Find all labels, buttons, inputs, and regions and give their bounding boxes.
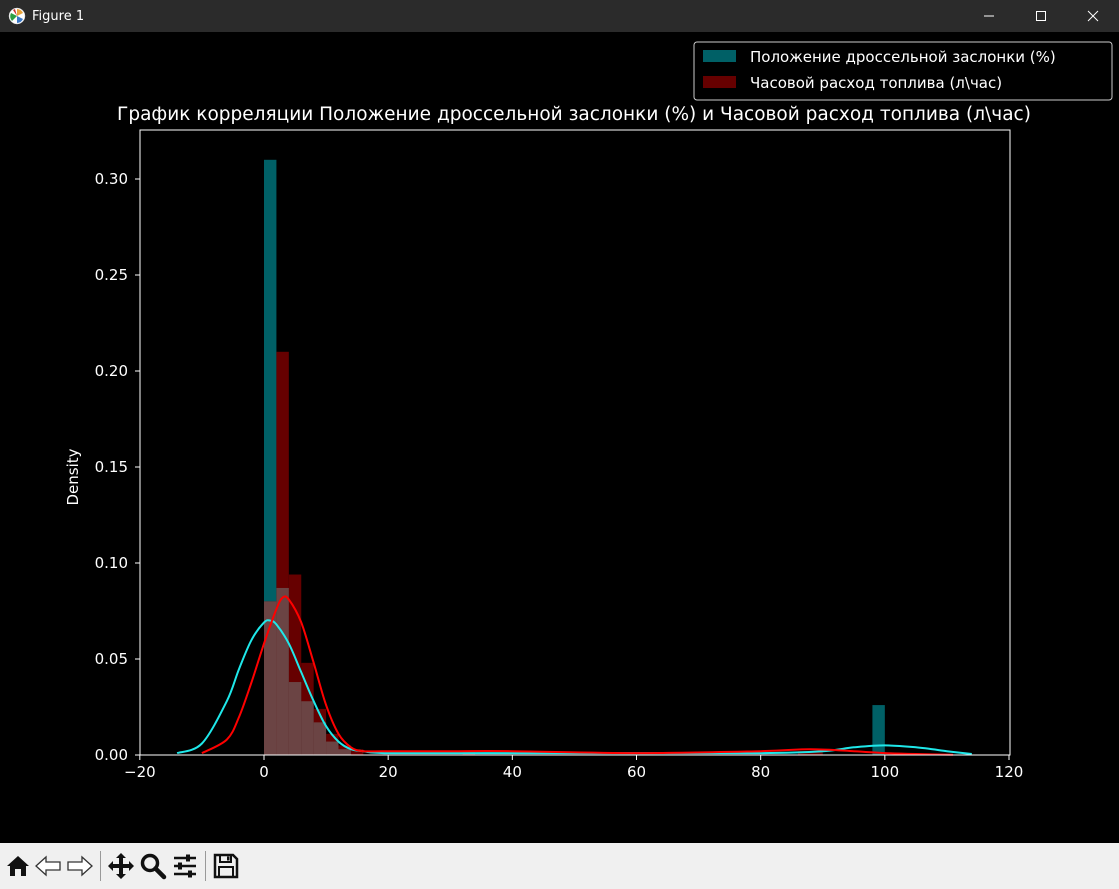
pan-icon (108, 853, 134, 879)
back-button[interactable] (32, 848, 64, 884)
forward-button[interactable] (64, 848, 96, 884)
kde-curves (176, 595, 972, 756)
minimize-icon (984, 15, 994, 17)
hist-overlap-3 (301, 701, 314, 755)
x-tick-label: 0 (259, 763, 269, 781)
zoom-button[interactable] (137, 848, 169, 884)
minimize-button[interactable] (963, 0, 1015, 32)
save-button[interactable] (210, 848, 242, 884)
x-tick-label: −20 (124, 763, 156, 781)
y-tick-label: 0.25 (95, 266, 128, 284)
y-tick-label: 0.20 (95, 362, 128, 380)
legend-frame (693, 41, 1113, 101)
home-button[interactable] (4, 848, 32, 884)
y-axis: 0.00 0.05 0.10 0.15 0.20 0.25 0.30 (95, 170, 140, 764)
hist-overlap-5 (326, 741, 339, 755)
toolbar-separator (100, 851, 101, 881)
navigation-toolbar (0, 843, 1119, 889)
y-tick-label: 0.15 (95, 458, 128, 476)
hist-bar-throttle-7 (872, 705, 885, 755)
hist-overlap-0 (264, 601, 277, 755)
histogram-bars (264, 159, 885, 756)
y-tick-label: 0.30 (95, 170, 128, 188)
kde-line-fuel (201, 595, 954, 756)
legend-swatch-throttle (703, 50, 736, 62)
hist-bar-fuel-7 (350, 749, 364, 755)
x-tick-label: 120 (995, 763, 1024, 781)
save-icon (213, 853, 239, 879)
pan-button[interactable] (105, 848, 137, 884)
axes-frame (139, 129, 1011, 756)
configure-icon (174, 854, 196, 878)
legend-swatch-fuel (703, 76, 736, 88)
matplotlib-logo-icon (8, 7, 26, 25)
x-tick-label: 40 (503, 763, 522, 781)
y-tick-label: 0.05 (95, 650, 128, 668)
hist-overlap-6 (338, 749, 351, 755)
window-titlebar: Figure 1 (0, 0, 1119, 32)
kde-line-throttle (176, 619, 972, 755)
toolbar-separator (205, 851, 206, 881)
configure-subplots-button[interactable] (169, 848, 201, 884)
legend: Положение дроссельной заслонки (%) Часов… (693, 41, 1113, 101)
home-icon (7, 856, 29, 876)
x-tick-label: 80 (751, 763, 770, 781)
chart: −20 0 20 40 60 80 100 120 0.000.050.100.150.200… (64, 41, 1113, 781)
legend-label-throttle: Положение дроссельной заслонки (%) (750, 48, 1056, 66)
close-icon (1087, 10, 1099, 22)
window-title: Figure 1 (32, 8, 85, 24)
zoom-icon (140, 853, 167, 880)
forward-icon (67, 855, 93, 877)
x-tick-label: 100 (871, 763, 900, 781)
legend-label-fuel: Часовой расход топлива (л\час) (750, 74, 1002, 92)
window-controls (963, 0, 1119, 32)
close-button[interactable] (1067, 0, 1119, 32)
chart-title: График корреляции Положение дроссельной … (117, 104, 1031, 125)
x-tick-label: 20 (379, 763, 398, 781)
maximize-icon (1036, 11, 1046, 21)
y-tick-label: 0.10 (95, 554, 128, 572)
hist-overlap-2 (288, 682, 302, 755)
y-tick-label: 0.00 (95, 746, 128, 764)
y-axis-label: Density (64, 448, 82, 505)
figure-canvas[interactable]: −20 0 20 40 60 80 100 120 0.00 0.05 0.10 0.15 0.20 0… (0, 32, 1119, 843)
maximize-button[interactable] (1015, 0, 1067, 32)
hist-bar-fuel-9 (797, 751, 823, 755)
hist-overlap-4 (313, 722, 327, 755)
back-icon (35, 855, 61, 877)
hist-overlap-1 (276, 587, 289, 755)
x-axis: −20 0 20 40 60 80 100 120 (124, 755, 1023, 781)
x-tick-label: 60 (627, 763, 646, 781)
